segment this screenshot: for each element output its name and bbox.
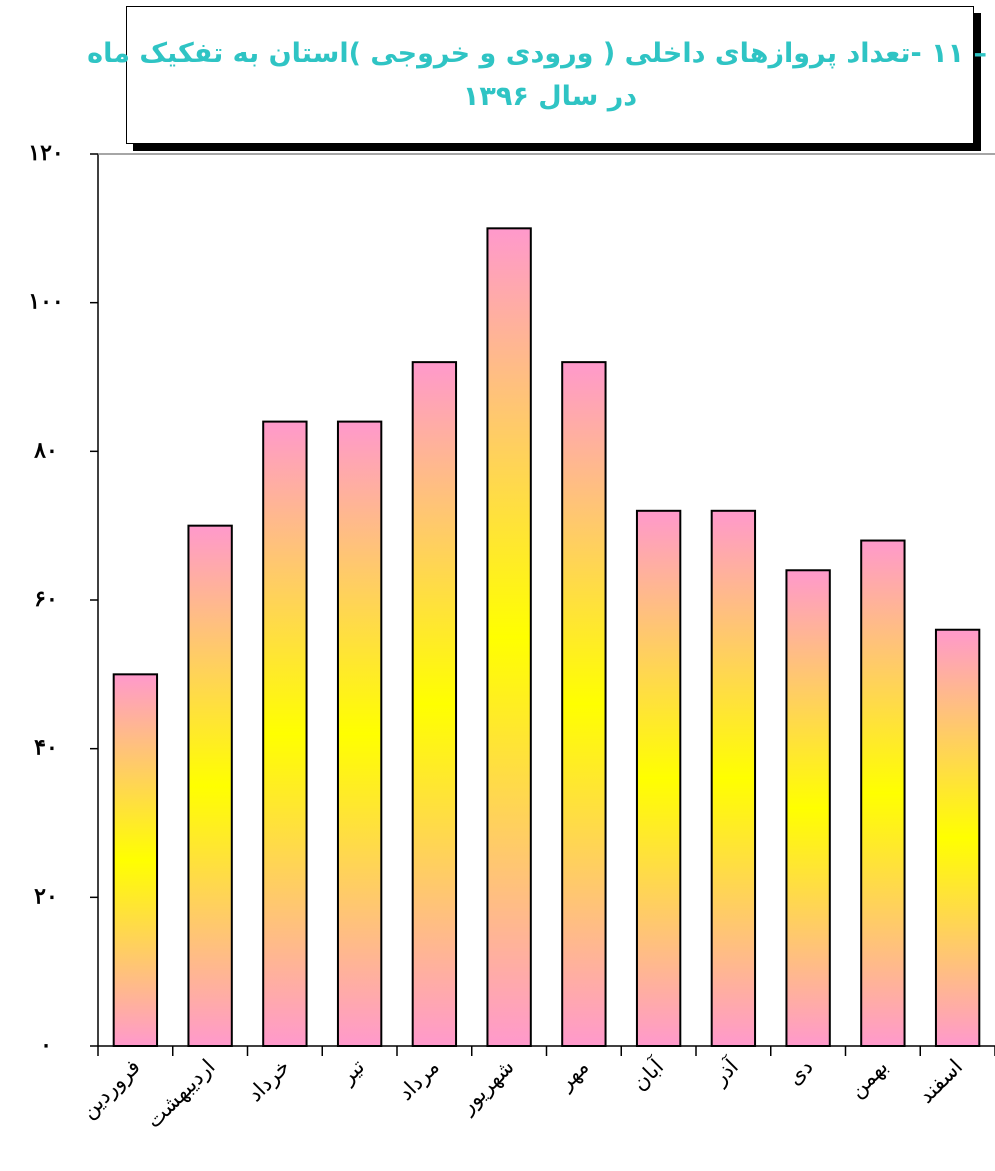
x-tick-label: دی (782, 1055, 817, 1090)
chart-title-line-2: در سال ۱۳۹۶ (462, 81, 638, 112)
bar (934, 628, 981, 1047)
x-tick-label: اردیبهشت (141, 1055, 219, 1133)
x-tick-label: تیر (335, 1054, 370, 1089)
y-tick-label: ۸۰ (33, 437, 58, 463)
bar (785, 569, 831, 1047)
bar (187, 524, 233, 1047)
bar (561, 361, 607, 1047)
y-tick-label: ۰ (40, 1032, 52, 1058)
y-tick-label: ۶۰ (34, 586, 58, 612)
bar (262, 420, 308, 1048)
x-tick-label: شهریور (455, 1055, 519, 1119)
bar (710, 509, 757, 1047)
y-tick-label: ۱۰۰ (28, 289, 63, 315)
x-tick-label: فروردین (76, 1055, 145, 1124)
chart-title-line-1: ۱ – ۱۱ -تعداد پروازهای داخلی ( ورودی و خ… (87, 37, 995, 69)
x-tick-label: بهمن (845, 1055, 893, 1103)
x-tick-label: مرداد (393, 1055, 443, 1105)
x-tick-label: آذر (707, 1053, 744, 1090)
x-tick-label: آبان (627, 1053, 669, 1095)
x-tick-label: مهر (553, 1055, 594, 1096)
y-tick-label: ۱۲۰ (28, 140, 63, 166)
x-tick-label: اسفند (914, 1055, 967, 1108)
y-tick-label: ۲۰ (34, 883, 58, 909)
bar (411, 361, 458, 1047)
bar (860, 539, 906, 1047)
chart-title-box: ۱ – ۱۱ -تعداد پروازهای داخلی ( ورودی و خ… (87, 6, 995, 144)
y-tick-label: ۴۰ (34, 735, 58, 761)
x-tick-label: خرداد (243, 1055, 295, 1107)
bar (336, 420, 383, 1048)
bar (635, 509, 682, 1047)
bar (486, 227, 532, 1048)
bar (112, 673, 159, 1047)
